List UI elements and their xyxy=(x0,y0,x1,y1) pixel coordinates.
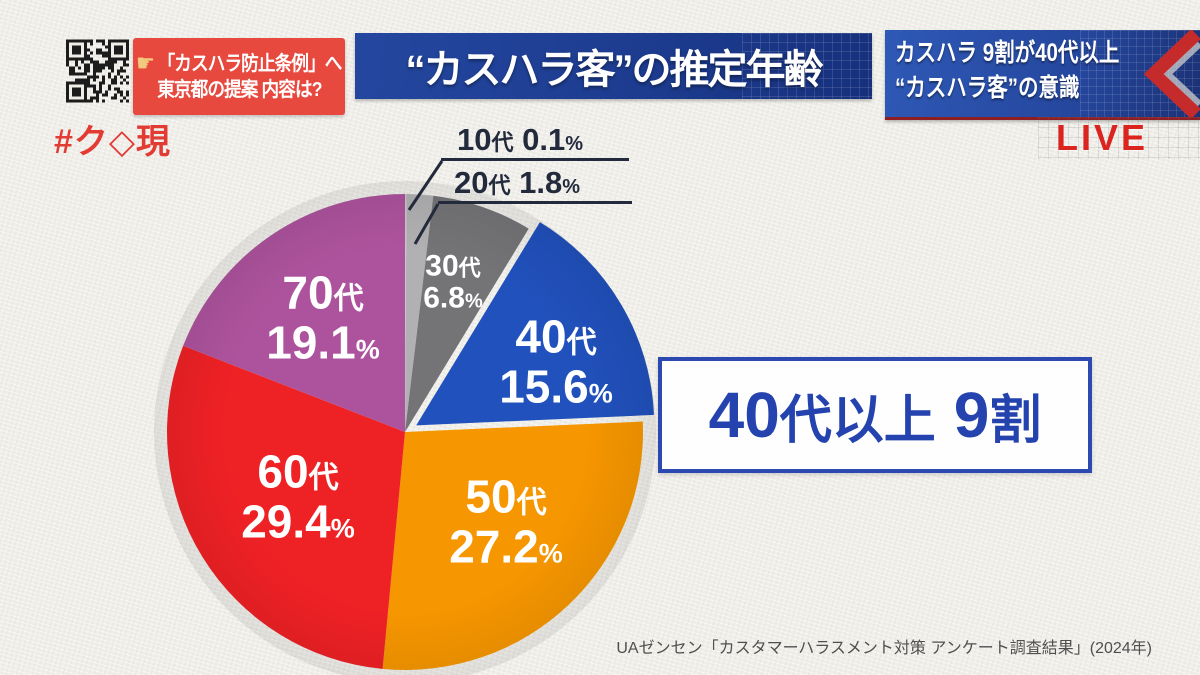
callout-box: 40 代以上 9 割 xyxy=(658,357,1092,473)
chart-title: “カスハラ客”の推定年齢 xyxy=(405,48,824,92)
label-value: 6.8 xyxy=(423,282,465,315)
headline-line-2: “カスハラ客”の意識 xyxy=(895,74,1080,102)
label-suffix: 代 xyxy=(308,461,339,495)
topic-box: 「カスハラ防止条例」へ 東京都の提案 内容は? xyxy=(133,38,345,115)
source-credit: UAゼンセン「カスタマーハラスメント対策 アンケート調査結果」(2024年) xyxy=(616,640,1152,657)
chevron-decoration xyxy=(1143,30,1200,117)
pie-label-30s: 30代 6.8% xyxy=(423,249,483,316)
label-decade: 70 xyxy=(282,266,334,319)
callout-num: 40 xyxy=(708,379,780,451)
live-badge: LIVE xyxy=(1056,117,1149,158)
callout-num: 9 xyxy=(953,379,990,451)
pie-label-40s: 40代 15.6% xyxy=(499,310,613,412)
leader-line-20s xyxy=(413,203,440,245)
leader-line-10s xyxy=(407,160,444,211)
chart-title-banner: “カスハラ客”の推定年齢 xyxy=(355,33,872,99)
label-decade: 60 xyxy=(257,445,309,498)
label-value: 19.1 xyxy=(266,316,356,368)
label-suffix: 代 xyxy=(516,486,547,520)
label-suffix: 代 xyxy=(488,173,511,198)
label-unit: % xyxy=(565,133,584,155)
label-value: 0.1 xyxy=(522,122,566,157)
label-value: 1.8 xyxy=(519,165,563,200)
label-unit: % xyxy=(464,291,483,313)
pie-label-10s: 10代 0.1% xyxy=(441,122,629,161)
program-hashtag-logo: #ク◇現 xyxy=(54,123,172,161)
pie-shading xyxy=(154,181,656,675)
topic-line-1-text: 「カスハラ防止条例」へ xyxy=(157,52,343,75)
label-unit: % xyxy=(330,513,355,543)
label-unit: % xyxy=(538,538,563,568)
label-suffix: 代 xyxy=(566,326,597,360)
pie-label-20s: 20代 1.8% xyxy=(438,165,632,204)
label-suffix: 代 xyxy=(491,130,514,155)
label-value: 27.2 xyxy=(449,520,539,572)
label-suffix: 代 xyxy=(458,255,481,281)
topic-line-1: 「カスハラ防止条例」へ xyxy=(136,51,343,77)
headline-lines: カスハラ 9割が40代以上 “カスハラ客”の意識 xyxy=(885,30,1200,106)
pie-label-60s: 60代 29.4% xyxy=(241,445,355,547)
qr-code xyxy=(66,39,129,103)
pie-label-70s: 70代 19.1% xyxy=(266,266,380,368)
callout-kanji: 割 xyxy=(989,391,1042,450)
label-decade: 40 xyxy=(515,310,567,363)
pie-label-50s: 50代 27.2% xyxy=(449,470,563,572)
label-decade: 10 xyxy=(457,122,492,157)
label-unit: % xyxy=(588,378,613,408)
topic-line-2-text: 東京都の提案 内容は? xyxy=(156,78,322,101)
headline-line-1: カスハラ 9割が40代以上 xyxy=(895,39,1120,67)
label-unit: % xyxy=(355,334,380,364)
headline-banner: カスハラ 9割が40代以上 “カスハラ客”の意識 xyxy=(885,30,1200,120)
label-suffix: 代 xyxy=(333,282,364,316)
callout-kanji: 代以上 xyxy=(779,391,936,450)
label-decade: 50 xyxy=(465,470,517,523)
topic-line-2: 東京都の提案 内容は? xyxy=(156,77,322,103)
label-value: 15.6 xyxy=(499,360,589,412)
live-strip: LIVE xyxy=(1038,117,1200,159)
circuit-texture xyxy=(742,33,872,99)
label-value: 29.4 xyxy=(241,495,331,547)
label-decade: 20 xyxy=(454,165,489,200)
label-decade: 30 xyxy=(425,249,459,283)
label-unit: % xyxy=(562,176,581,198)
